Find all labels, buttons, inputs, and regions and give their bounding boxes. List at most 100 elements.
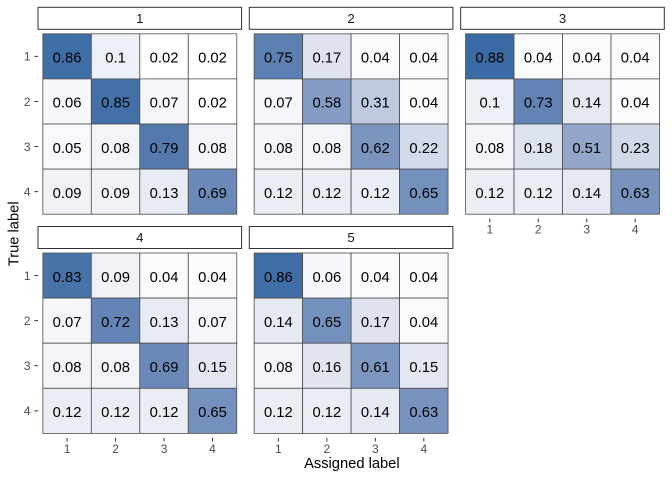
svg-text:0.04: 0.04 [524, 51, 553, 67]
svg-text:0.08: 0.08 [198, 141, 227, 157]
svg-text:4: 4 [24, 404, 31, 418]
svg-text:0.1: 0.1 [480, 96, 501, 112]
svg-text:0.65: 0.65 [198, 405, 227, 421]
svg-text:0.18: 0.18 [524, 141, 553, 157]
svg-text:0.14: 0.14 [264, 315, 293, 331]
svg-text:0.04: 0.04 [409, 96, 438, 112]
svg-text:1: 1 [486, 223, 493, 237]
svg-text:0.86: 0.86 [264, 270, 293, 286]
svg-text:0.04: 0.04 [621, 96, 650, 112]
svg-text:0.08: 0.08 [101, 141, 130, 157]
svg-text:Assigned label: Assigned label [304, 456, 400, 472]
svg-text:0.65: 0.65 [409, 186, 438, 202]
svg-text:0.15: 0.15 [198, 360, 227, 376]
svg-text:0.12: 0.12 [312, 186, 341, 202]
svg-text:4: 4 [24, 185, 31, 199]
svg-text:0.12: 0.12 [524, 186, 553, 202]
svg-text:3: 3 [372, 442, 379, 456]
svg-text:2: 2 [535, 223, 542, 237]
svg-text:1: 1 [275, 442, 282, 456]
svg-text:0.79: 0.79 [150, 141, 179, 157]
svg-text:0.12: 0.12 [150, 405, 179, 421]
svg-text:0.06: 0.06 [312, 270, 341, 286]
svg-text:0.12: 0.12 [264, 186, 293, 202]
svg-text:0.08: 0.08 [475, 141, 504, 157]
svg-text:0.05: 0.05 [53, 141, 82, 157]
svg-text:0.14: 0.14 [361, 405, 390, 421]
svg-text:0.65: 0.65 [312, 315, 341, 331]
svg-text:0.16: 0.16 [312, 360, 341, 376]
svg-text:3: 3 [24, 140, 31, 154]
svg-text:0.17: 0.17 [312, 51, 341, 67]
svg-text:0.63: 0.63 [621, 186, 650, 202]
svg-text:0.69: 0.69 [150, 360, 179, 376]
svg-text:2: 2 [347, 11, 354, 26]
svg-text:0.62: 0.62 [361, 141, 390, 157]
svg-text:0.04: 0.04 [621, 51, 650, 67]
svg-text:0.02: 0.02 [150, 51, 179, 67]
svg-text:0.12: 0.12 [101, 405, 130, 421]
svg-text:0.12: 0.12 [312, 405, 341, 421]
svg-text:0.02: 0.02 [198, 96, 227, 112]
svg-text:0.17: 0.17 [361, 315, 390, 331]
svg-text:0.09: 0.09 [101, 270, 130, 286]
svg-text:3: 3 [24, 359, 31, 373]
svg-text:0.12: 0.12 [475, 186, 504, 202]
svg-text:0.09: 0.09 [53, 186, 82, 202]
svg-text:0.07: 0.07 [150, 96, 179, 112]
svg-text:0.02: 0.02 [198, 51, 227, 67]
svg-text:0.23: 0.23 [621, 141, 650, 157]
svg-text:0.08: 0.08 [53, 360, 82, 376]
svg-text:4: 4 [136, 230, 143, 245]
svg-text:4: 4 [420, 442, 427, 456]
svg-text:0.75: 0.75 [264, 51, 293, 67]
svg-text:0.85: 0.85 [101, 96, 130, 112]
svg-text:0.14: 0.14 [572, 96, 601, 112]
svg-text:0.08: 0.08 [101, 360, 130, 376]
svg-text:0.08: 0.08 [312, 141, 341, 157]
svg-text:3: 3 [161, 442, 168, 456]
svg-text:0.04: 0.04 [572, 51, 601, 67]
svg-text:0.06: 0.06 [53, 96, 82, 112]
svg-text:0.51: 0.51 [572, 141, 601, 157]
svg-text:0.04: 0.04 [150, 270, 179, 286]
svg-text:1: 1 [24, 50, 31, 64]
svg-text:0.07: 0.07 [264, 96, 293, 112]
svg-text:0.31: 0.31 [361, 96, 390, 112]
svg-text:0.14: 0.14 [572, 186, 601, 202]
svg-text:0.07: 0.07 [53, 315, 82, 331]
svg-text:0.73: 0.73 [524, 96, 553, 112]
svg-text:0.12: 0.12 [361, 186, 390, 202]
svg-text:2: 2 [324, 442, 331, 456]
svg-text:1: 1 [136, 11, 143, 26]
svg-text:2: 2 [24, 314, 31, 328]
svg-text:0.04: 0.04 [361, 270, 390, 286]
svg-text:0.04: 0.04 [409, 51, 438, 67]
svg-text:0.88: 0.88 [475, 51, 504, 67]
svg-text:2: 2 [112, 442, 119, 456]
svg-text:0.15: 0.15 [409, 360, 438, 376]
svg-text:0.08: 0.08 [264, 141, 293, 157]
svg-text:0.83: 0.83 [53, 270, 82, 286]
svg-text:0.63: 0.63 [409, 405, 438, 421]
svg-text:0.07: 0.07 [198, 315, 227, 331]
svg-text:0.72: 0.72 [101, 315, 130, 331]
svg-text:0.22: 0.22 [409, 141, 438, 157]
svg-text:3: 3 [559, 11, 566, 26]
svg-text:0.58: 0.58 [312, 96, 341, 112]
svg-text:0.08: 0.08 [264, 360, 293, 376]
svg-text:0.1: 0.1 [105, 51, 126, 67]
svg-text:2: 2 [24, 95, 31, 109]
svg-text:True label: True label [7, 201, 23, 266]
svg-text:0.12: 0.12 [53, 405, 82, 421]
svg-text:0.61: 0.61 [361, 360, 390, 376]
svg-text:0.86: 0.86 [53, 51, 82, 67]
svg-text:0.04: 0.04 [409, 315, 438, 331]
svg-text:0.69: 0.69 [198, 186, 227, 202]
svg-text:1: 1 [64, 442, 71, 456]
svg-text:1: 1 [24, 269, 31, 283]
svg-text:5: 5 [347, 230, 354, 245]
svg-text:0.04: 0.04 [409, 270, 438, 286]
svg-text:0.09: 0.09 [101, 186, 130, 202]
svg-text:0.04: 0.04 [198, 270, 227, 286]
